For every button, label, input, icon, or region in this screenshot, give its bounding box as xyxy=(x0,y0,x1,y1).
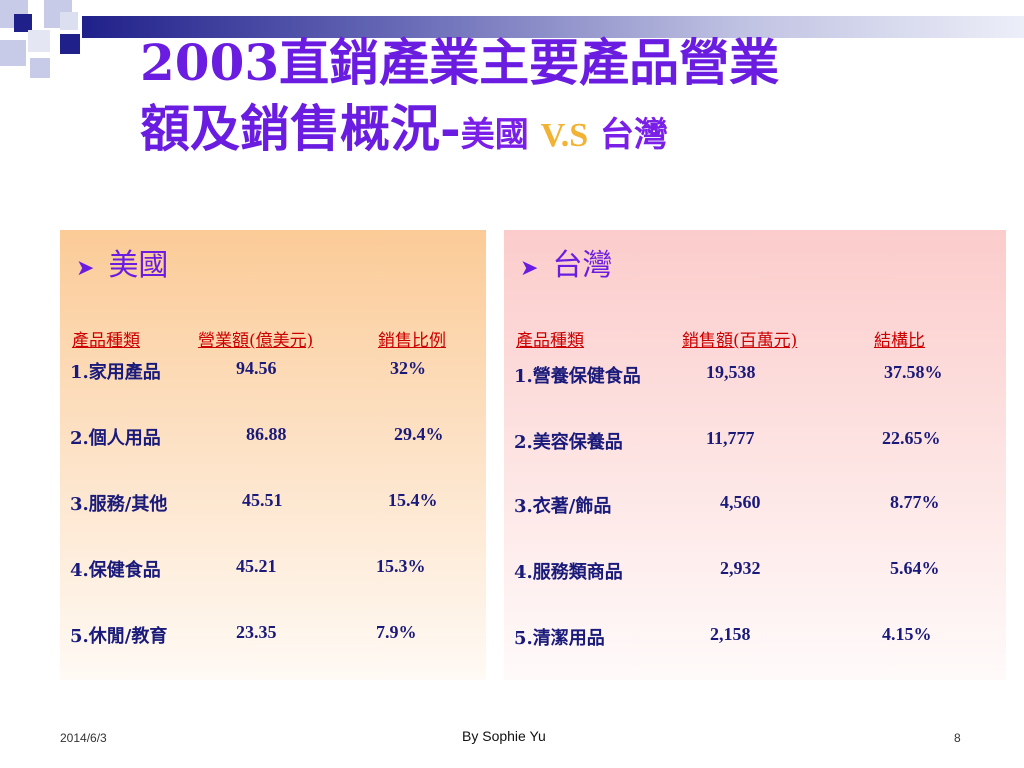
decor-square xyxy=(30,58,50,78)
ratio-value: 15.3% xyxy=(376,556,426,576)
product-name: 1.營養保健食品 xyxy=(514,366,641,387)
product-name: 2.個人用品 xyxy=(70,428,161,449)
revenue-value: 45.21 xyxy=(236,556,277,576)
revenue-value: 86.88 xyxy=(246,424,287,444)
ratio-value: 22.65% xyxy=(882,428,941,448)
ratio-value: 32% xyxy=(390,358,426,378)
product-name: 5.清潔用品 xyxy=(514,628,605,649)
title-vs: V.S xyxy=(540,117,589,154)
us-col-header-ratio: 銷售比例 xyxy=(378,331,446,351)
us-col-header-revenue: 營業額(億美元) xyxy=(198,331,314,351)
revenue-value: 45.51 xyxy=(242,490,283,510)
decor-square xyxy=(0,40,26,66)
ratio-value: 37.58% xyxy=(884,362,943,382)
product-name: 4.保健食品 xyxy=(70,560,161,581)
product-name: 3.衣著/飾品 xyxy=(514,496,612,517)
arrow-bullet-icon: ➤ xyxy=(520,256,539,281)
ratio-value: 15.4% xyxy=(388,490,438,510)
decor-square xyxy=(60,12,78,30)
ratio-value: 5.64% xyxy=(890,558,940,578)
ratio-value: 8.77% xyxy=(890,492,940,512)
arrow-bullet-icon: ➤ xyxy=(76,256,95,281)
sales-value: 2,932 xyxy=(720,558,761,578)
ratio-value: 29.4% xyxy=(394,424,444,444)
title-tw: 台灣 xyxy=(588,115,669,155)
tw-col-header-product: 產品種類 xyxy=(516,331,584,351)
header-bar xyxy=(82,16,1024,38)
sales-value: 4,560 xyxy=(720,492,761,512)
us-heading-label: 美國 xyxy=(108,248,169,283)
sales-value: 2,158 xyxy=(710,624,751,644)
revenue-value: 23.35 xyxy=(236,622,277,642)
us-heading: ➤ 美國 xyxy=(76,240,168,284)
product-name: 3.服務/其他 xyxy=(70,494,168,515)
sales-value: 19,538 xyxy=(706,362,756,382)
sales-value: 11,777 xyxy=(706,428,755,448)
product-name: 1.家用產品 xyxy=(70,362,161,383)
title-line-1: 2003直銷產業主要產品營業 xyxy=(140,33,780,92)
tw-heading: ➤ 台灣 xyxy=(520,240,612,284)
us-panel: ➤ 美國 產品種類 營業額(億美元) 銷售比例 1.家用產品 94.56 32% … xyxy=(60,230,486,680)
ratio-value: 4.15% xyxy=(882,624,932,644)
title-us: 美國 xyxy=(460,115,541,155)
decor-square xyxy=(28,30,50,52)
slide-title: 2003直銷產業主要產品營業 額及銷售概況-美國 V.S 台灣 xyxy=(140,30,1000,169)
tw-col-header-sales: 銷售額(百萬元) xyxy=(682,331,798,351)
product-name: 5.休閒/教育 xyxy=(70,626,168,647)
tw-heading-label: 台灣 xyxy=(552,248,613,283)
product-name: 4.服務類商品 xyxy=(514,562,623,583)
footer-author: By Sophie Yu xyxy=(462,728,546,744)
tw-col-header-ratio: 結構比 xyxy=(874,331,925,351)
revenue-value: 94.56 xyxy=(236,358,277,378)
ratio-value: 7.9% xyxy=(376,622,417,642)
tw-panel: ➤ 台灣 產品種類 銷售額(百萬元) 結構比 1.營養保健食品 19,538 37… xyxy=(504,230,1006,680)
title-line-2: 額及銷售概況-美國 V.S 台灣 xyxy=(140,96,1000,169)
footer-date: 2014/6/3 xyxy=(60,731,107,745)
us-col-header-product: 產品種類 xyxy=(72,331,140,351)
title-line-2-main: 額及銷售概況- xyxy=(140,99,461,158)
page-number: 8 xyxy=(954,731,961,745)
product-name: 2.美容保養品 xyxy=(514,432,623,453)
decor-square xyxy=(14,14,32,32)
decor-square xyxy=(60,34,80,54)
